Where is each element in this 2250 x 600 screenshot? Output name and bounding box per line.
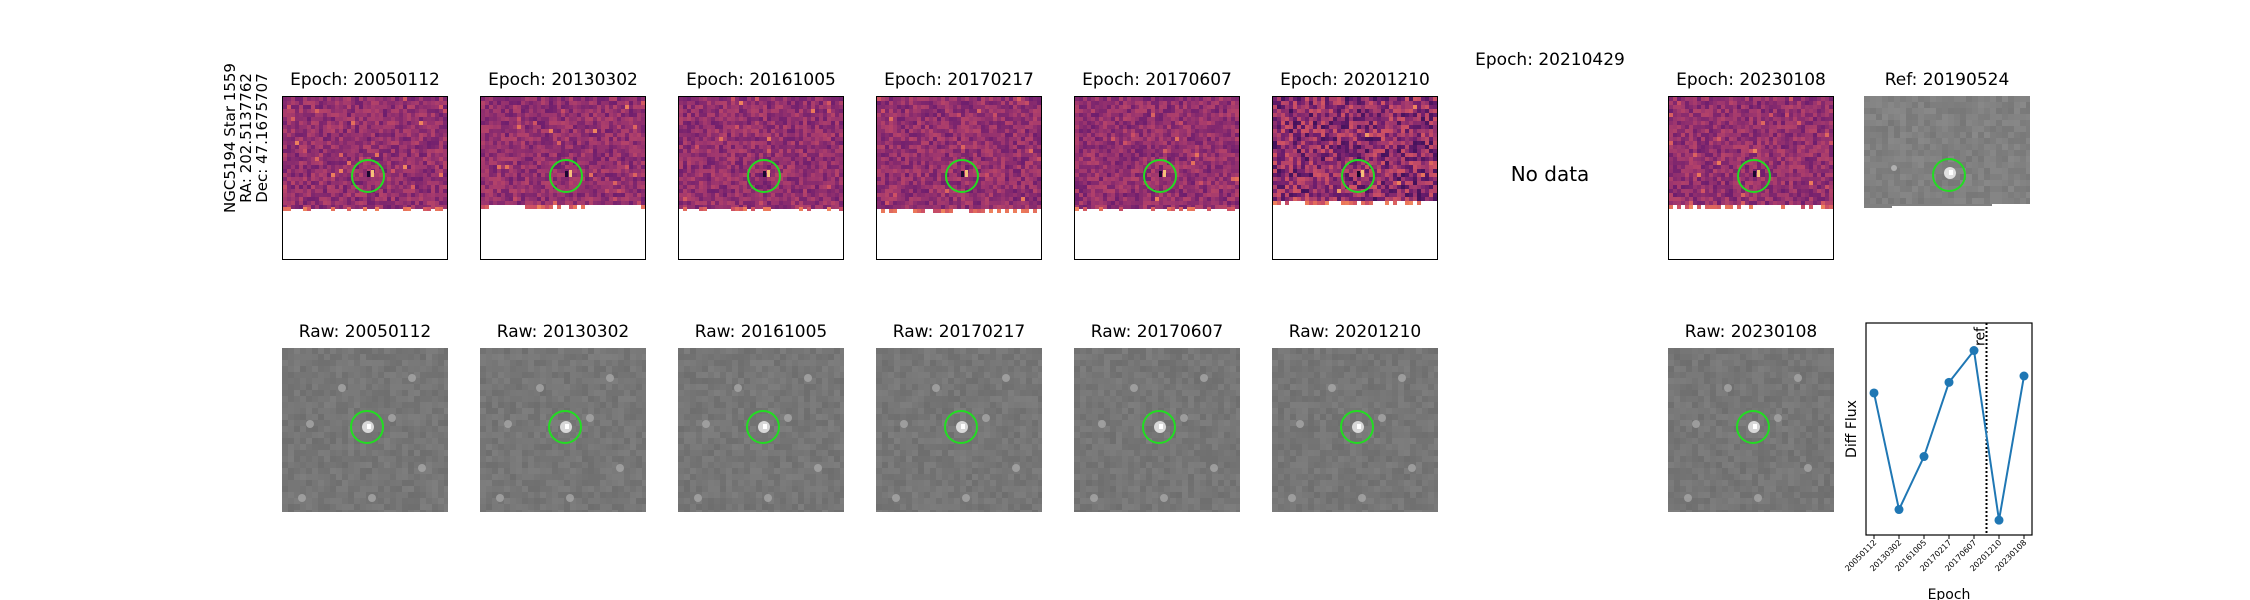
panel-title: Epoch: 20210429 (1475, 50, 1625, 70)
flux-point (2019, 371, 2029, 381)
panel-title: Raw: 20170607 (1090, 322, 1224, 342)
flux-point (1969, 346, 1979, 356)
panel-title: Raw: 20230108 (1684, 322, 1818, 342)
diff-panel: Epoch: 20130302 (480, 70, 646, 260)
diff-image (282, 96, 448, 260)
diff-image (1272, 96, 1438, 260)
raw-image (678, 348, 844, 512)
flux-point (1869, 388, 1879, 398)
raw-image (876, 348, 1042, 512)
raw-panel: Raw: 20170217 (876, 322, 1042, 512)
y-axis-label: Diff Flux (1844, 400, 1860, 458)
raw-image (1272, 348, 1438, 512)
panel-title: Epoch: 20050112 (290, 70, 440, 90)
diff-panel: Epoch: 20201210 (1272, 70, 1438, 260)
flux-point (1919, 452, 1929, 462)
diff-image (1074, 96, 1240, 260)
diff-panel: Epoch: 20161005 (678, 70, 844, 260)
diff-image (480, 96, 646, 260)
flux-point (1944, 377, 1954, 387)
raw-panel: Raw: 20201210 (1272, 322, 1438, 512)
diff-flux-chart: ref2005011220130302201610052017021720170… (1843, 322, 2033, 600)
flux-point (1994, 515, 2004, 525)
panel-title: Raw: 20130302 (496, 322, 630, 342)
raw-panel: Raw: 20050112 (282, 322, 448, 512)
raw-image (282, 348, 448, 512)
raw-image (1074, 348, 1240, 512)
panel-title: Raw: 20161005 (694, 322, 828, 342)
diff-panel: Epoch: 20230108 (1668, 70, 1834, 260)
panel-title: Raw: 20050112 (298, 322, 432, 342)
x-axis-label: Epoch (1928, 587, 1971, 600)
diff-image (678, 96, 844, 260)
panel-title: Epoch: 20130302 (488, 70, 638, 90)
raw-panel: Raw: 20170607 (1074, 322, 1240, 512)
diff-panel: Epoch: 20170607 (1074, 70, 1240, 260)
diff-image (876, 96, 1042, 260)
panel-title: Epoch: 20161005 (686, 70, 836, 90)
ref-line-label: ref (1973, 326, 1989, 346)
nodata-panel: Epoch: 20210429 (1470, 50, 1630, 70)
ref-panel: Ref: 20190524 (1864, 70, 2030, 260)
flux-line (1873, 348, 2025, 521)
diff-panel: Epoch: 20170217 (876, 70, 1042, 260)
panel-title: Epoch: 20170607 (1082, 70, 1232, 90)
ref-image (1864, 96, 2030, 208)
raw-panel: Raw: 20161005 (678, 322, 844, 512)
raw-image (1668, 348, 1834, 512)
raw-panel: Raw: 20230108 (1668, 322, 1834, 512)
star-ra: RA: 202.5137762 (237, 73, 255, 203)
star-name: NGC5194 Star 1559 (221, 63, 239, 213)
panel-title: Epoch: 20170217 (884, 70, 1034, 90)
panel-title: Ref: 20190524 (1884, 70, 2010, 90)
panel-title: Epoch: 20201210 (1280, 70, 1430, 90)
no-data-message: No data (1510, 162, 1590, 186)
panel-title: Raw: 20201210 (1288, 322, 1422, 342)
flux-point (1894, 505, 1904, 515)
panel-title: Epoch: 20230108 (1676, 70, 1826, 90)
panel-title: Raw: 20170217 (892, 322, 1026, 342)
raw-panel: Raw: 20130302 (480, 322, 646, 512)
star-dec: Dec: 47.1675707 (253, 73, 271, 203)
diff-image (1668, 96, 1834, 260)
diff-panel: Epoch: 20050112 (282, 70, 448, 260)
raw-image (480, 348, 646, 512)
